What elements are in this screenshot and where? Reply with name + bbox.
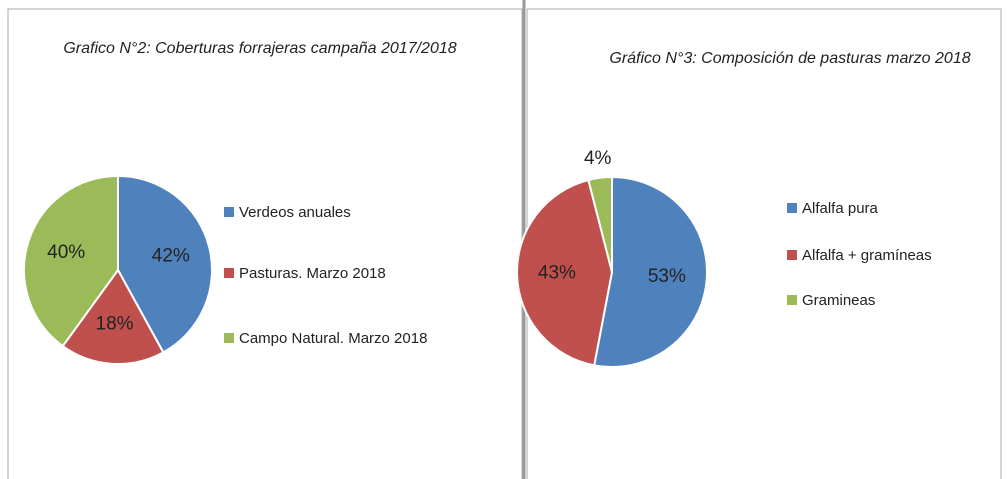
pie-slice xyxy=(23,174,119,348)
data-label: 43% xyxy=(538,263,576,284)
legend-label: Pasturas. Marzo 2018 xyxy=(239,265,386,282)
pie-slice xyxy=(61,268,165,365)
data-label: 53% xyxy=(648,266,686,287)
chart-title: Grafico N°2: Coberturas forrajeras campa… xyxy=(63,40,457,57)
pie-slice xyxy=(117,174,213,354)
pie-slice xyxy=(587,175,613,273)
legend-swatch xyxy=(224,333,234,343)
data-label: 40% xyxy=(47,242,85,263)
legend-swatch xyxy=(224,207,234,217)
chart-title: Gráfico N°3: Composición de pasturas mar… xyxy=(609,50,971,67)
legend-swatch xyxy=(787,203,797,213)
data-label: 18% xyxy=(96,313,134,334)
pie-slice xyxy=(516,178,614,367)
legend-swatch xyxy=(224,268,234,278)
legend-label: Alfalfa pura xyxy=(802,200,879,217)
data-label: 42% xyxy=(152,245,190,266)
legend-label: Campo Natural. Marzo 2018 xyxy=(239,330,427,347)
legend-swatch xyxy=(787,295,797,305)
legend-label: Gramineas xyxy=(802,292,875,309)
legend-swatch xyxy=(787,250,797,260)
pie-slice xyxy=(593,175,708,368)
data-label: 4% xyxy=(584,148,612,169)
legend-label: Alfalfa + gramíneas xyxy=(802,247,932,264)
legend-label: Verdeos anuales xyxy=(239,204,351,221)
